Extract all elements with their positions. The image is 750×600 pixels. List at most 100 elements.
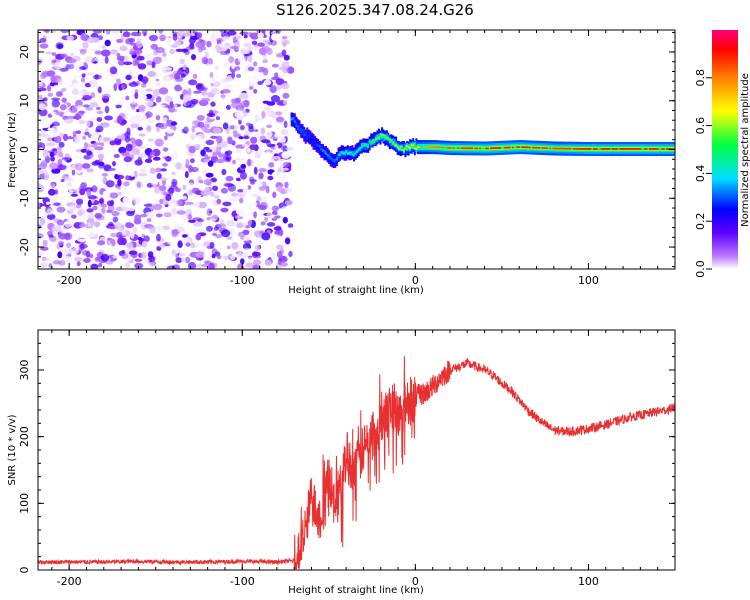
noise-blob: [90, 117, 97, 121]
signal-cell: [482, 147, 485, 150]
noise-blob: [192, 66, 201, 72]
noise-blob: [80, 148, 88, 153]
noise-blob: [132, 58, 137, 67]
noise-blob: [102, 137, 111, 142]
noise-blob: [104, 39, 111, 47]
noise-blob: [258, 92, 265, 97]
signal-cell: [353, 154, 355, 157]
noise-blob: [55, 111, 65, 116]
noise-blob: [203, 82, 212, 89]
signal-cell: [354, 150, 357, 154]
noise-blob: [118, 227, 125, 233]
noise-blob: [236, 147, 243, 154]
noise-blob: [222, 36, 230, 42]
noise-blob: [39, 37, 47, 43]
noise-blob: [54, 62, 64, 70]
noise-blob: [182, 234, 188, 238]
noise-blob: [68, 189, 74, 194]
noise-blob: [74, 113, 80, 120]
signal-cell: [535, 146, 538, 149]
noise-blob: [81, 73, 86, 78]
noise-blob: [115, 204, 124, 213]
noise-blob: [134, 92, 139, 99]
noise-blob: [158, 122, 168, 130]
noise-blob: [206, 225, 213, 232]
noise-blob: [169, 48, 175, 55]
noise-blob: [97, 86, 102, 94]
noise-blob: [60, 30, 69, 34]
noise-blob: [92, 30, 103, 34]
signal-cell: [611, 148, 614, 150]
signal-cell: [393, 138, 396, 146]
noise-blob: [153, 203, 163, 211]
noise-blob: [274, 145, 279, 149]
signal-cell: [446, 146, 449, 149]
noise-blob: [57, 164, 67, 171]
noise-blob: [90, 263, 99, 269]
noise-blob: [248, 86, 254, 90]
signal-cell: [636, 148, 639, 150]
signal-cell: [304, 134, 307, 136]
noise-blob: [201, 56, 208, 64]
noise-blob: [217, 262, 226, 269]
noise-blob: [167, 239, 177, 246]
noise-blob: [45, 201, 50, 205]
colorbar-tick-label: 0.2: [694, 212, 707, 230]
signal-cell: [335, 158, 338, 161]
signal-cell: [443, 146, 446, 149]
noise-blob: [158, 185, 167, 192]
signal-cell: [295, 125, 298, 127]
signal-cell: [459, 147, 461, 150]
noise-blob: [253, 105, 258, 112]
noise-blob: [133, 197, 141, 205]
noise-blob: [117, 237, 124, 246]
signal-cell: [365, 144, 368, 147]
noise-blob: [260, 221, 266, 226]
signal-cell: [430, 146, 433, 148]
noise-blob: [216, 135, 223, 144]
noise-blob: [145, 225, 155, 229]
noise-blob: [65, 176, 71, 181]
noise-blob: [258, 168, 267, 173]
signal-cell: [390, 139, 393, 142]
noise-blob: [84, 56, 94, 63]
noise-blob: [195, 233, 202, 241]
noise-blob: [231, 61, 236, 70]
signal-cell: [326, 153, 329, 156]
noise-blob: [68, 63, 75, 70]
noise-blob: [179, 165, 186, 171]
noise-blob: [94, 74, 99, 80]
noise-blob: [155, 96, 162, 103]
noise-blob: [104, 56, 109, 64]
noise-blob: [77, 210, 84, 216]
noise-blob: [121, 252, 129, 260]
noise-blob: [76, 261, 81, 267]
noise-blob: [190, 133, 195, 141]
noise-blob: [267, 181, 276, 187]
noise-blob: [192, 73, 198, 80]
signal-cell: [457, 147, 460, 149]
noise-blob: [112, 254, 120, 259]
noise-blob: [39, 262, 48, 268]
noise-blob: [184, 171, 189, 179]
x-tick-label: 100: [578, 575, 599, 588]
signal-cell: [575, 147, 578, 150]
signal-cell: [630, 148, 633, 150]
noise-blob: [215, 158, 225, 164]
colorbar-tick-label: 0.0: [694, 260, 707, 278]
signal-cell: [379, 133, 382, 137]
noise-blob: [105, 260, 114, 265]
signal-cell: [323, 149, 326, 152]
noise-blob: [260, 127, 266, 135]
signal-cell: [315, 143, 318, 146]
noise-blob: [116, 115, 123, 124]
signal-cell: [295, 122, 298, 127]
noise-blob: [121, 84, 125, 90]
noise-blob: [282, 216, 288, 224]
noise-blob: [200, 189, 210, 197]
noise-blob: [265, 185, 270, 194]
noise-blob: [236, 208, 245, 216]
noise-blob: [76, 67, 80, 73]
noise-blob: [158, 87, 169, 95]
signal-cell: [384, 136, 387, 140]
